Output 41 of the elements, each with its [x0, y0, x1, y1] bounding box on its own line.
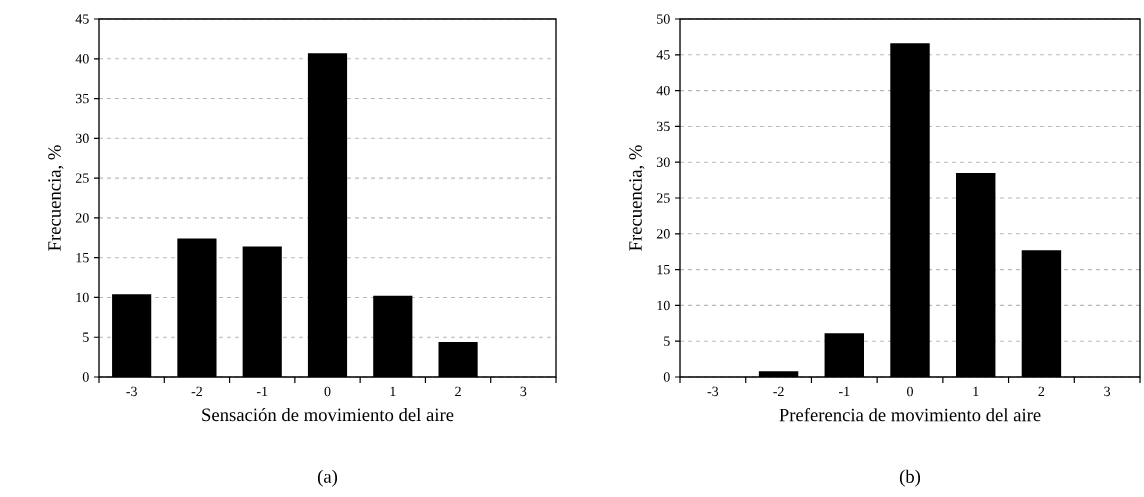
text: (a) — [317, 469, 338, 487]
y-tick-label: 20 — [75, 213, 89, 223]
y-tick-label: 5 — [83, 332, 89, 342]
x-tick-label: 2 — [455, 386, 461, 396]
y-tick-label: 45 — [75, 14, 89, 24]
y-tick-label: 25 — [656, 193, 670, 203]
y-tick-label: 15 — [657, 264, 670, 275]
y-tick-label: 40 — [75, 54, 89, 64]
x-tick-label: -2 — [191, 386, 202, 396]
y-tick-label: 35 — [656, 121, 670, 132]
y-tick-label: 35 — [75, 93, 89, 104]
x-tick-label: 3 — [520, 386, 527, 397]
y-tick-label: 30 — [75, 133, 89, 144]
x-tick-label: -1 — [838, 386, 850, 396]
x-tick-label: -2 — [773, 386, 784, 396]
text: (b) — [899, 469, 921, 487]
x-tick-label: -1 — [256, 386, 268, 396]
x-tick-label: 1 — [973, 386, 979, 396]
x-axis-title: Sensación de movimiento del aire — [202, 407, 454, 422]
y-tick-label: 50 — [657, 14, 670, 24]
y-tick-label: 10 — [657, 300, 670, 311]
y-tick-label: 15 — [76, 252, 89, 263]
y-tick-label: 30 — [656, 157, 670, 167]
x-tick-label: 2 — [1038, 386, 1045, 396]
x-tick-label: -3 — [707, 386, 719, 397]
y-tick-label: 10 — [76, 292, 89, 303]
y-tick-label: 20 — [656, 229, 670, 239]
y-tick-label: 25 — [75, 173, 89, 183]
y-tick-label: 45 — [656, 50, 670, 60]
x-tick-label: 1 — [390, 386, 396, 396]
y-tick-label: 0 — [663, 372, 670, 382]
x-tick-label: 0 — [324, 386, 331, 397]
y-tick-label: 40 — [656, 85, 670, 96]
x-tick-label: 0 — [907, 386, 913, 397]
x-axis-title: Preferencia de movimiento del aire — [779, 407, 1041, 422]
x-tick-label: 3 — [1104, 386, 1111, 397]
y-axis-title: Frecuencia, % — [629, 145, 645, 251]
x-tick-label: -3 — [126, 386, 137, 397]
y-axis-title: Frecuencia, % — [48, 145, 64, 251]
y-tick-label: 0 — [82, 372, 89, 382]
y-tick-label: 5 — [664, 336, 670, 346]
